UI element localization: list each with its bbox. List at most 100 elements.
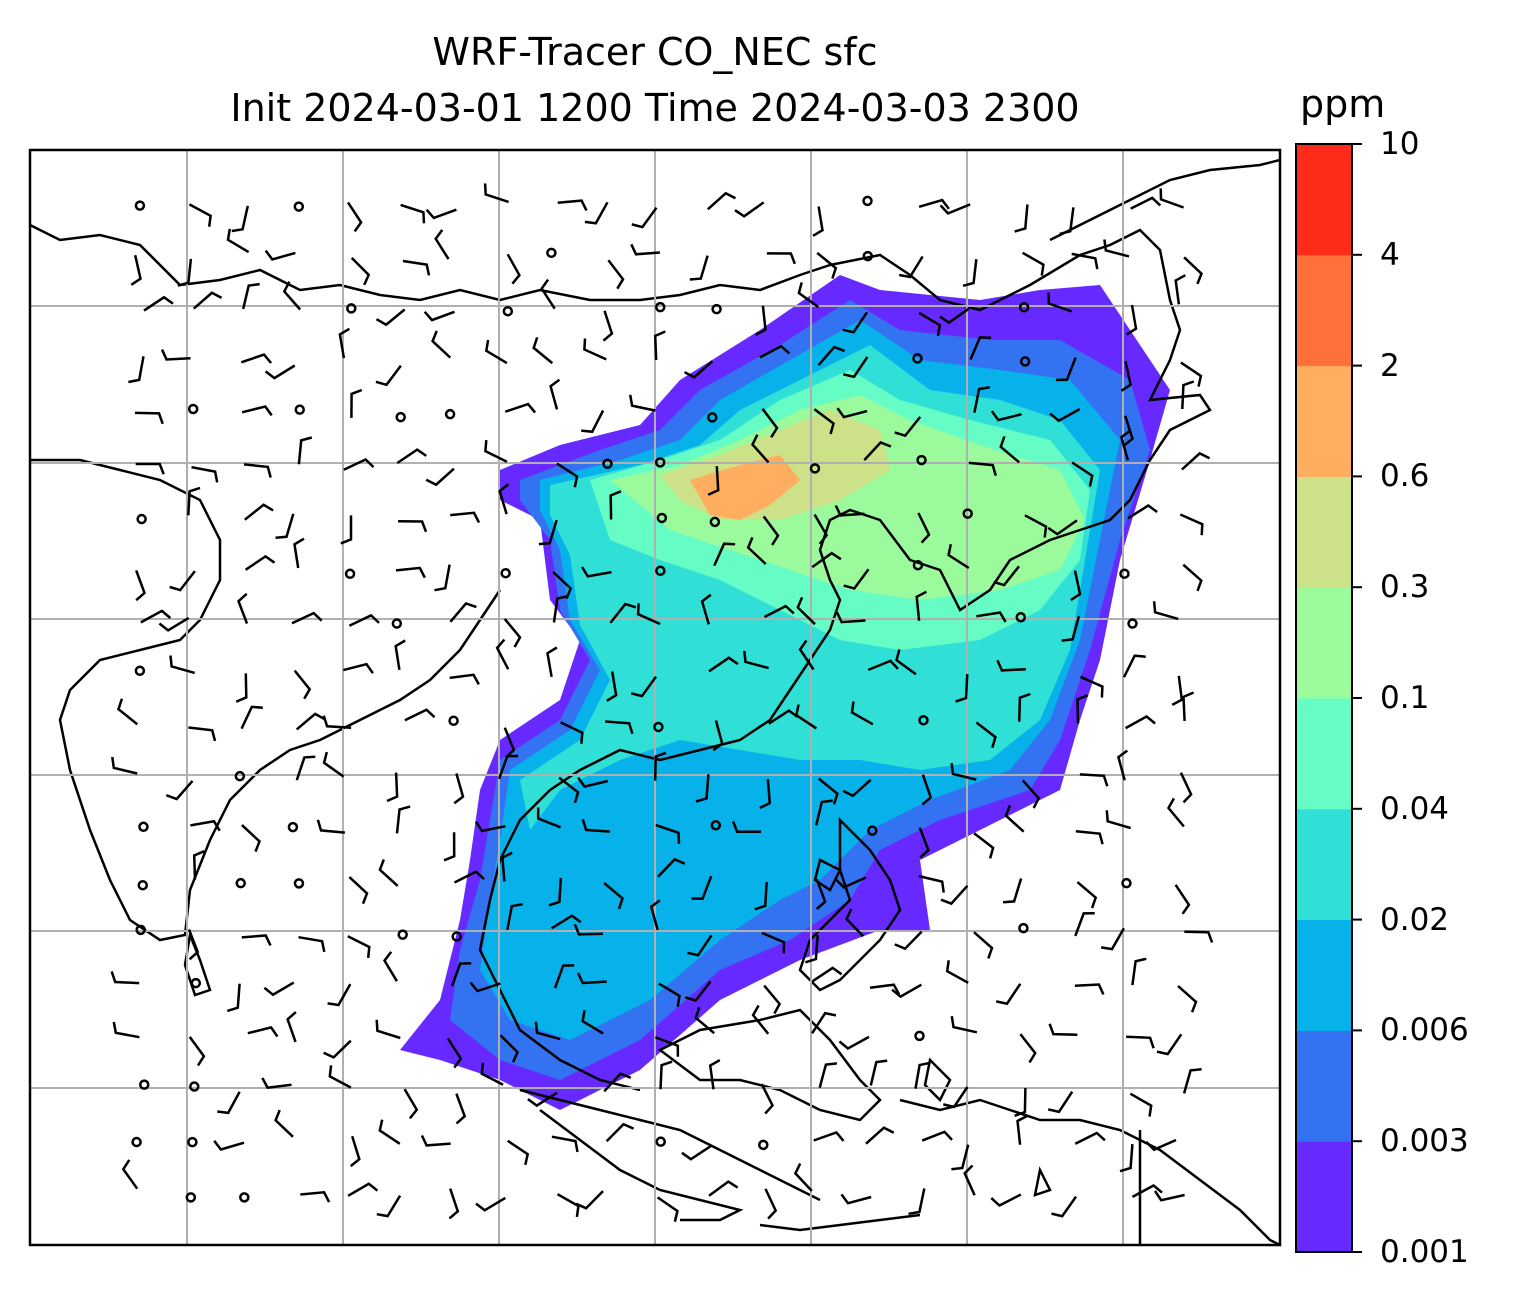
wind-barb bbox=[1177, 985, 1198, 1013]
wind-barb bbox=[504, 402, 537, 414]
colorbar-tick-label: 10 bbox=[1380, 126, 1420, 162]
wind-barb bbox=[945, 960, 969, 984]
wind-barb bbox=[708, 656, 739, 673]
calm-wind-marker bbox=[867, 825, 878, 836]
wind-barb bbox=[607, 259, 625, 290]
wind-barb bbox=[1116, 749, 1129, 781]
wind-barb bbox=[237, 592, 249, 625]
wind-barb bbox=[191, 465, 219, 483]
wind-barb bbox=[348, 613, 380, 627]
wind-barb bbox=[244, 554, 276, 571]
wind-barb bbox=[993, 565, 1020, 587]
calm-wind-marker bbox=[346, 303, 357, 314]
wind-barb bbox=[1076, 694, 1089, 724]
wind-barb bbox=[1074, 1131, 1106, 1145]
colorbar-segment bbox=[1296, 587, 1352, 699]
wind-barb bbox=[322, 715, 352, 729]
wind-barb bbox=[431, 330, 452, 359]
wind-barb bbox=[448, 1188, 460, 1220]
wind-barb bbox=[811, 551, 842, 569]
wind-barb bbox=[805, 935, 819, 964]
calm-wind-marker bbox=[187, 403, 199, 415]
wind-barb bbox=[188, 203, 212, 227]
wind-barb bbox=[328, 1065, 352, 1089]
colorbar-segment bbox=[1296, 919, 1352, 1031]
wind-barb bbox=[450, 511, 481, 524]
calm-wind-marker bbox=[190, 977, 202, 989]
wind-barb bbox=[1024, 514, 1048, 538]
wind-barb bbox=[497, 754, 519, 780]
calm-wind-marker bbox=[914, 1030, 925, 1042]
wind-barb bbox=[649, 899, 661, 931]
wind-barb bbox=[1047, 519, 1078, 536]
wind-barb bbox=[842, 311, 869, 334]
wind-barb bbox=[1171, 675, 1184, 706]
wind-barb bbox=[1145, 1138, 1177, 1152]
wind-barb bbox=[546, 646, 558, 678]
wind-barb bbox=[130, 254, 142, 286]
wind-barb bbox=[684, 980, 712, 1002]
wind-barb bbox=[763, 984, 782, 1015]
wind-barb bbox=[499, 1034, 519, 1063]
wind-barb bbox=[135, 569, 146, 602]
calm-wind-marker bbox=[395, 411, 406, 423]
wind-barb bbox=[538, 519, 558, 546]
calm-wind-marker bbox=[139, 1079, 150, 1090]
wind-barb bbox=[1051, 1195, 1078, 1218]
wind-barb bbox=[1055, 357, 1077, 382]
wind-barb bbox=[658, 982, 681, 1008]
wind-barb bbox=[894, 930, 923, 951]
wind-barb bbox=[762, 515, 780, 546]
wind-barb bbox=[766, 252, 796, 265]
calm-wind-marker bbox=[391, 618, 403, 629]
wind-barb bbox=[707, 466, 720, 496]
wind-barb bbox=[708, 1059, 721, 1090]
wind-barb bbox=[939, 307, 970, 325]
wind-barb bbox=[1019, 1033, 1037, 1064]
wind-barb bbox=[425, 208, 457, 220]
wind-barb bbox=[1079, 675, 1104, 698]
calm-wind-marker bbox=[656, 512, 668, 524]
wind-barb bbox=[282, 281, 302, 311]
calm-wind-marker bbox=[962, 508, 973, 519]
wind-barb bbox=[121, 1159, 139, 1190]
wind-barb bbox=[188, 726, 217, 742]
calm-wind-marker bbox=[912, 353, 923, 364]
wind-barb bbox=[241, 934, 272, 946]
wind-barb bbox=[446, 1037, 463, 1069]
wind-barb bbox=[264, 249, 296, 261]
wind-barb bbox=[797, 282, 820, 309]
calm-wind-marker bbox=[711, 303, 722, 315]
wind-barb bbox=[323, 1039, 352, 1059]
wind-barb bbox=[845, 908, 865, 938]
wind-barb bbox=[338, 327, 351, 359]
wind-barb bbox=[581, 566, 612, 578]
wind-barb bbox=[375, 1019, 401, 1040]
wind-barb bbox=[653, 751, 667, 781]
chart-title: WRF-Tracer CO_NEC sfc bbox=[432, 30, 878, 74]
wind-barb bbox=[584, 201, 609, 225]
colorbar-tick-label: 0.006 bbox=[1380, 1012, 1469, 1049]
wind-barb bbox=[1105, 810, 1132, 830]
wind-barb bbox=[135, 462, 165, 475]
wind-barb bbox=[973, 832, 995, 859]
wind-barb bbox=[190, 819, 221, 832]
wind-barb bbox=[128, 356, 145, 384]
wind-barb bbox=[694, 1007, 716, 1035]
wind-barb bbox=[1021, 779, 1041, 809]
colorbar-segment bbox=[1296, 808, 1352, 921]
wind-barb bbox=[110, 971, 140, 985]
calm-wind-marker bbox=[294, 404, 305, 415]
calm-wind-marker bbox=[1015, 611, 1027, 623]
wind-barb bbox=[700, 593, 712, 625]
wind-barb bbox=[973, 385, 991, 413]
calm-wind-marker bbox=[758, 1139, 769, 1151]
wind-barb bbox=[898, 255, 924, 279]
colorbar-tick-label: 0.1 bbox=[1380, 680, 1430, 716]
wind-barb bbox=[695, 774, 710, 803]
wind-barb bbox=[295, 755, 316, 781]
wind-barb bbox=[943, 1086, 969, 1109]
wind-barb bbox=[295, 712, 326, 731]
wind-barb bbox=[475, 1196, 506, 1212]
wind-barb bbox=[814, 799, 833, 826]
